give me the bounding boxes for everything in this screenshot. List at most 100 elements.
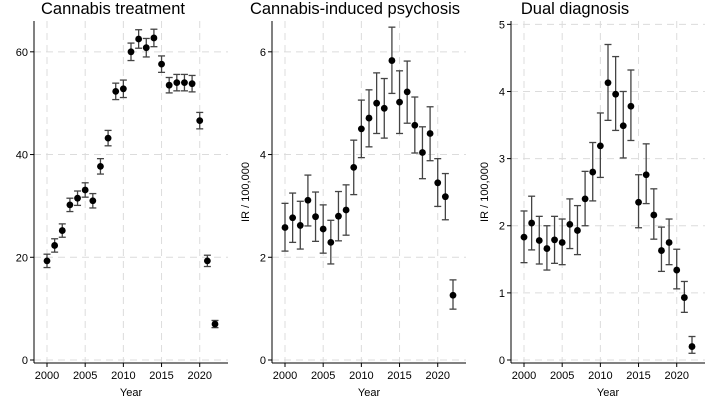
x-tick-label: 2020 (187, 370, 211, 382)
data-point (528, 219, 536, 227)
data-point (81, 186, 89, 194)
x-tick-label: 2010 (111, 370, 135, 382)
chart-panel-2: Cannabis-induced psychosis 0 2 4 6 2000 2005 20… (240, 0, 466, 399)
chart-title: Dual diagnosis (521, 0, 629, 18)
y-tick-label: 4 (260, 150, 266, 162)
data-point (574, 227, 581, 234)
data-point (642, 171, 650, 179)
data-point (535, 237, 543, 244)
series-1 (43, 28, 219, 329)
chart-panel-1: Cannabis treatment 0 20 40 60 2000 2005 2010 201… (16, 0, 228, 399)
data-point (388, 57, 396, 64)
data-point (165, 81, 173, 89)
data-point (665, 239, 673, 246)
y-tick-label: 20 (16, 252, 28, 264)
data-point (181, 79, 188, 87)
data-point (196, 117, 204, 125)
data-point (281, 224, 289, 231)
x-tick-label: 2020 (664, 370, 688, 382)
y-tick-label: 2 (499, 221, 505, 233)
data-point (304, 196, 312, 204)
data-point (658, 247, 665, 254)
data-point (673, 266, 681, 274)
x-axis-title: Year (358, 387, 381, 399)
data-point (43, 257, 51, 265)
data-point (558, 239, 566, 246)
x-tick-label: 2015 (626, 370, 650, 382)
data-point (319, 225, 327, 233)
data-point (289, 214, 297, 222)
x-tick-label: 2005 (550, 370, 574, 382)
data-point (396, 98, 403, 106)
data-point (365, 114, 373, 122)
y-axis-title: IR / 100,000 (479, 162, 491, 222)
y-tick-label: 1 (499, 288, 505, 300)
data-point (419, 149, 426, 156)
data-point (104, 134, 112, 142)
data-point (373, 99, 381, 107)
y-tick-label: 40 (16, 150, 28, 162)
data-point (380, 104, 388, 112)
y-tick-label: 0 (260, 355, 266, 367)
data-point (680, 294, 688, 301)
y-tick-label: 0 (499, 355, 505, 367)
x-axis-title: Year (597, 387, 620, 399)
data-point (612, 90, 620, 98)
series-1 (281, 26, 457, 310)
data-point (203, 257, 211, 265)
data-point (449, 291, 457, 299)
data-point (589, 168, 597, 176)
x-tick-label: 2015 (149, 370, 173, 382)
y-axis-title: IR / 100,000 (240, 162, 252, 222)
data-point (627, 102, 635, 110)
data-point (543, 245, 551, 252)
data-point (51, 242, 59, 249)
y-tick-label: 60 (16, 47, 28, 59)
data-point (211, 320, 219, 328)
data-point (403, 88, 411, 96)
data-point (74, 194, 81, 202)
data-point (173, 79, 181, 87)
data-point (635, 198, 642, 206)
y-tick-label: 2 (260, 252, 266, 264)
x-tick-label: 2000 (273, 370, 297, 382)
x-tick-label: 2020 (425, 370, 449, 382)
chart-panel-3: Dual diagnosis 0 1 2 3 4 5 2000 2005 2010 2015 2020… (479, 0, 705, 399)
y-tick-label: 4 (499, 86, 505, 98)
data-point (350, 163, 358, 171)
data-point (619, 122, 627, 130)
data-point (441, 193, 449, 201)
data-point (520, 233, 528, 241)
chart-title: Cannabis treatment (41, 0, 185, 18)
data-point (150, 34, 158, 42)
x-tick-label: 2015 (387, 370, 411, 382)
data-point (411, 121, 419, 129)
data-point (426, 130, 434, 137)
data-point (135, 35, 143, 43)
x-tick-label: 2005 (73, 370, 97, 382)
x-tick-label: 2000 (35, 370, 59, 382)
data-point (158, 60, 165, 68)
y-tick-label: 3 (499, 154, 505, 166)
data-point (127, 48, 135, 56)
data-point (89, 197, 97, 205)
data-point (342, 206, 350, 214)
x-axis-title: Year (120, 387, 143, 399)
x-tick-label: 2005 (311, 370, 335, 382)
data-point (327, 238, 335, 246)
data-point (142, 44, 150, 52)
data-point (566, 221, 574, 228)
data-point (581, 195, 589, 203)
data-point (188, 80, 196, 88)
series-1 (520, 43, 696, 354)
y-tick-label: 6 (260, 47, 266, 59)
x-tick-label: 2000 (512, 370, 536, 382)
y-tick-label: 0 (22, 355, 28, 367)
data-point (335, 212, 342, 220)
chart-title: Cannabis-induced psychosis (250, 0, 460, 18)
data-point (650, 211, 658, 219)
y-tick-label: 5 (499, 19, 505, 31)
x-tick-label: 2010 (349, 370, 373, 382)
data-point (434, 179, 442, 187)
